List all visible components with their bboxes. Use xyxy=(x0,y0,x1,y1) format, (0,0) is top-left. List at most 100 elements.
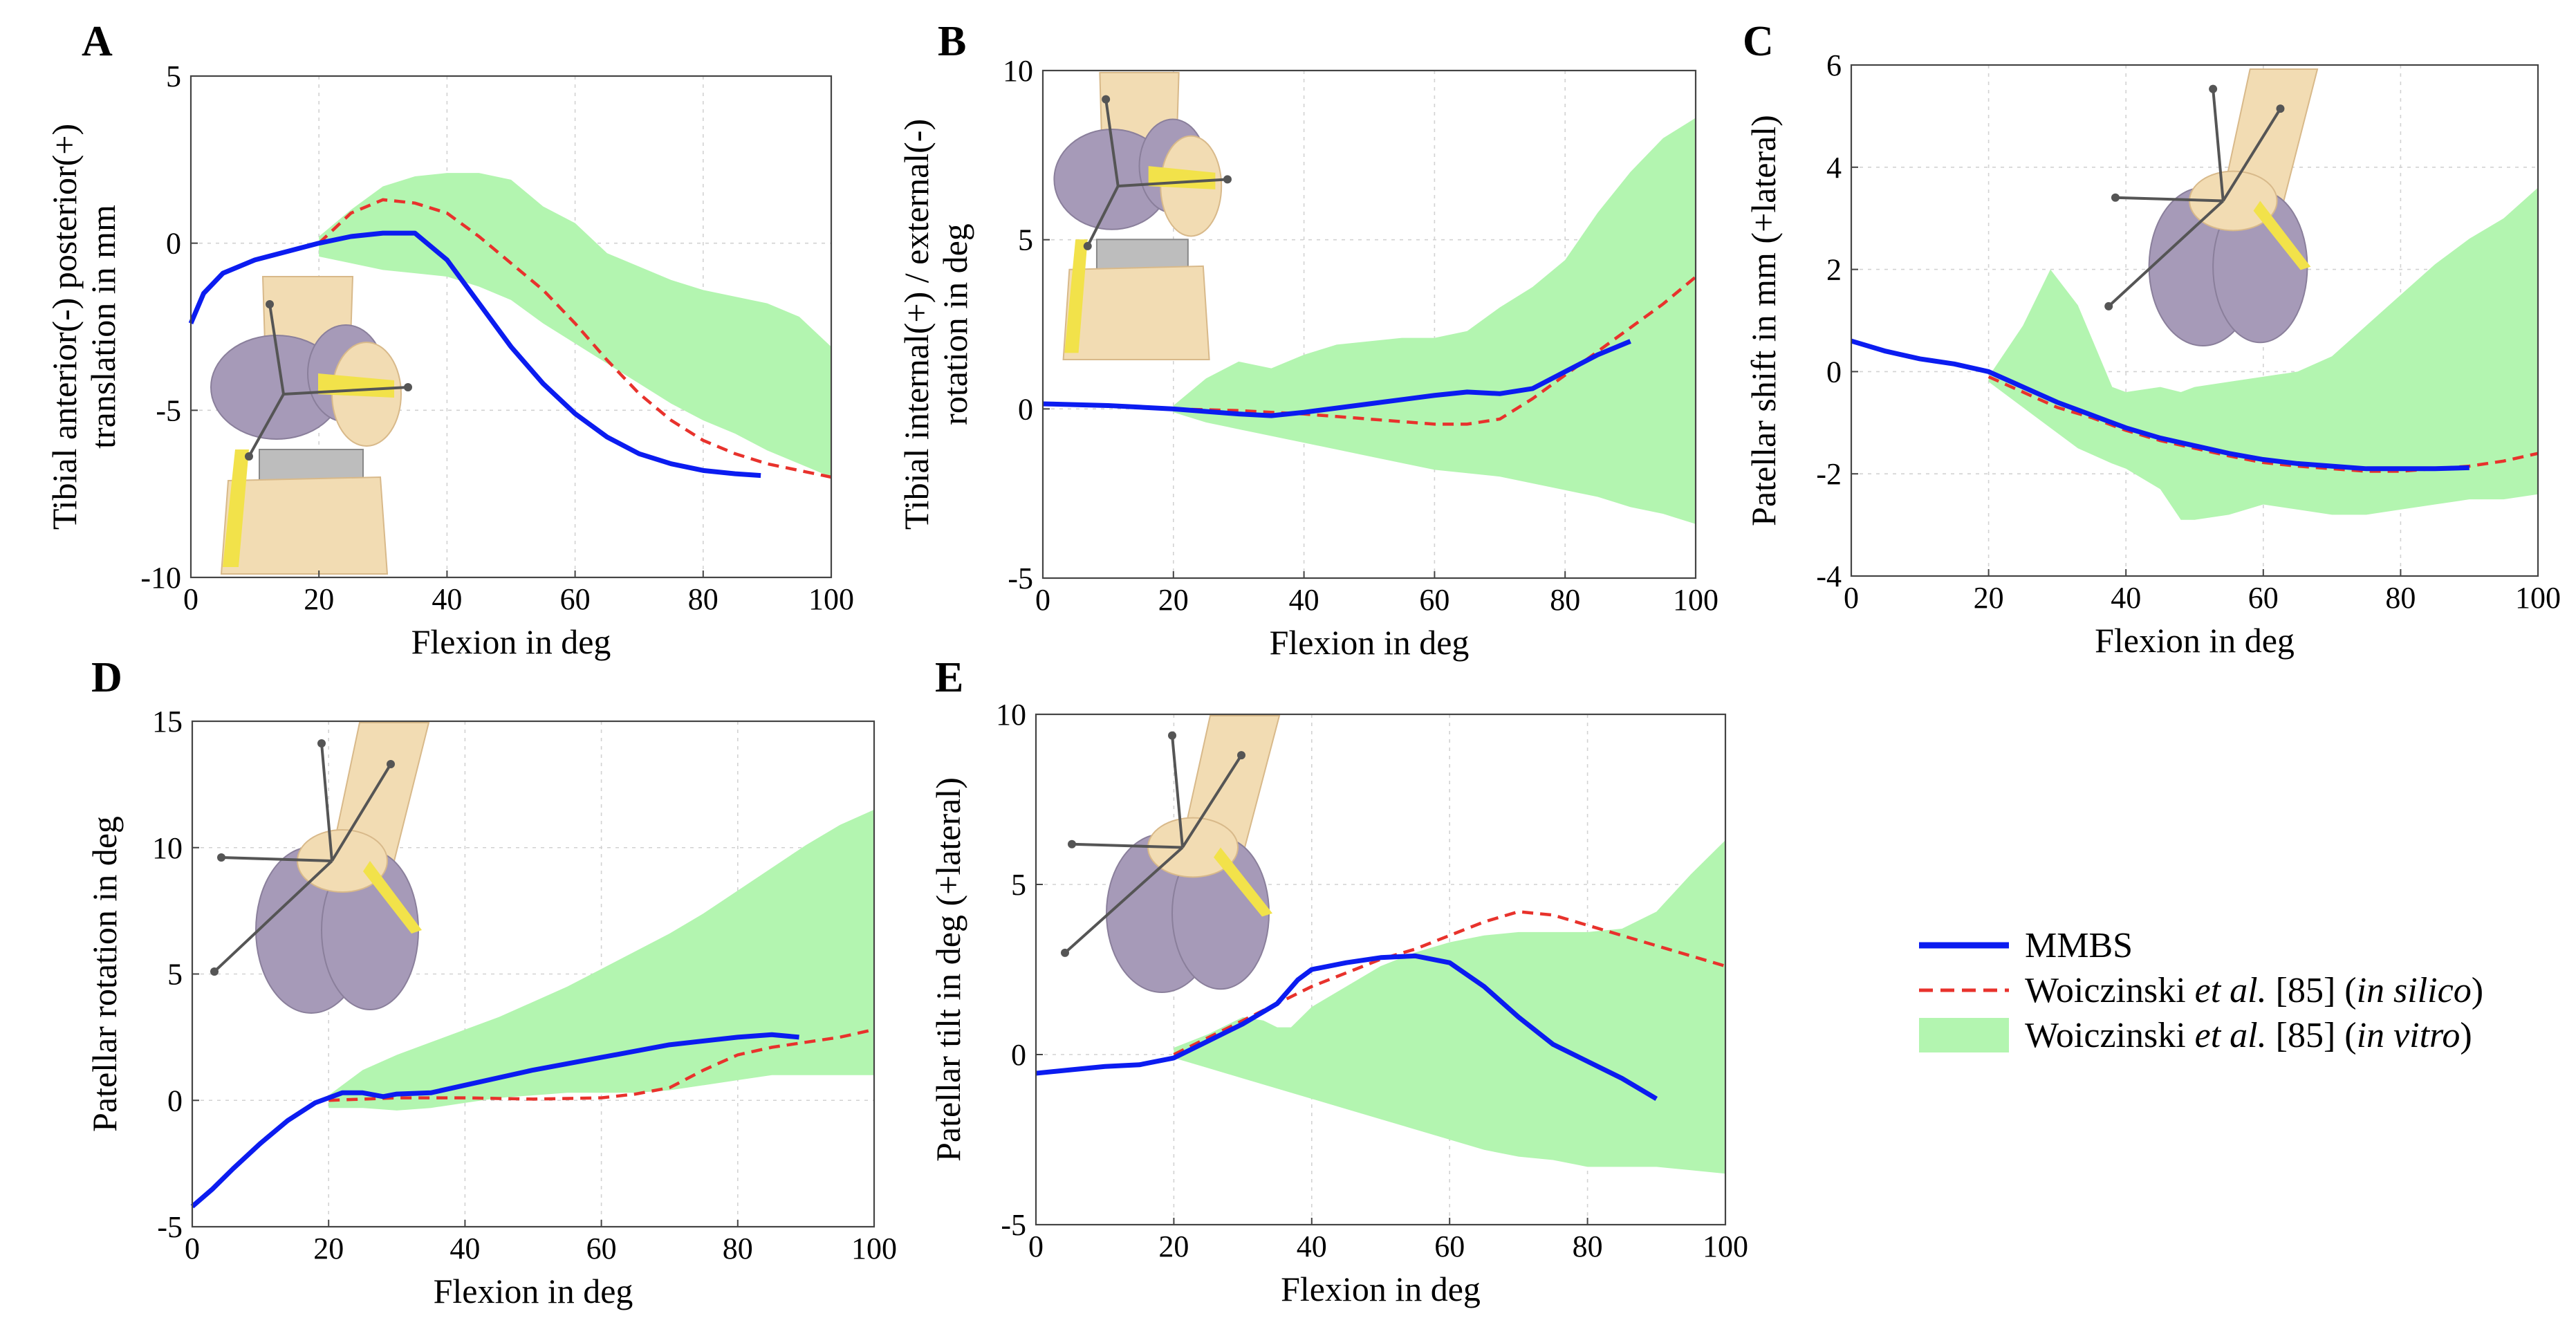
coordinate-axis-arrowhead xyxy=(266,300,274,308)
x-tick-label: 100 xyxy=(808,582,854,616)
tibia-shape xyxy=(1062,265,1210,360)
coordinate-axis-arrowhead xyxy=(404,383,412,391)
in-vitro-band xyxy=(1174,840,1725,1174)
panel-letter: D xyxy=(91,654,122,701)
coordinate-axis-arrowhead xyxy=(210,967,219,976)
in-silico-line xyxy=(328,1028,875,1102)
y-axis-label: translation in mm xyxy=(84,205,122,449)
panel-a: 0 20 40 60 80 100 -10 -5 0 5 Flexion in deg Tibial … xyxy=(45,18,854,661)
legend-label-in-vitro: Woiczinski et al. [85] (in vitro) xyxy=(2025,1016,2472,1055)
coordinate-axis-arrowhead xyxy=(2276,104,2285,113)
y-tick-label: 15 xyxy=(152,705,183,739)
tibia-shape xyxy=(220,476,389,575)
x-tick-label: 40 xyxy=(432,582,462,616)
y-axis-label: Tibial internal(+) / external(-) xyxy=(897,119,936,530)
x-tick-label: 0 xyxy=(1035,583,1050,617)
coordinate-axis-arrow xyxy=(331,763,392,862)
coordinate-axis-arrow xyxy=(268,304,285,395)
ligament-shape xyxy=(1064,239,1088,353)
x-tick-label: 60 xyxy=(1419,583,1449,617)
x-tick-label: 0 xyxy=(1028,1230,1044,1263)
y-axis-label: Patellar tilt in deg (+lateral) xyxy=(929,777,967,1162)
coordinate-axis-arrow xyxy=(2107,200,2225,308)
x-tick-label: 60 xyxy=(586,1232,617,1265)
in-vitro-band xyxy=(1988,187,2538,520)
coordinate-axis-arrow xyxy=(320,743,333,862)
coordinate-axis-arrowhead xyxy=(1068,839,1076,848)
x-axis-label: Flexion in deg xyxy=(1281,1270,1481,1308)
y-tick-label: -5 xyxy=(157,1210,183,1244)
panel-letter: A xyxy=(82,18,113,65)
y-tick-label: 0 xyxy=(1826,355,1842,389)
y-tick-label: 10 xyxy=(152,831,183,865)
legend-vitro-italic: in vitro xyxy=(2357,1016,2461,1055)
x-tick-label: 0 xyxy=(185,1232,200,1265)
coordinate-axis-arrow xyxy=(1071,842,1183,849)
x-axis-label: Flexion in deg xyxy=(411,622,611,661)
panel-letter: C xyxy=(1743,18,1774,65)
x-tick-label: 40 xyxy=(1297,1230,1327,1263)
coordinate-axis-arrowhead xyxy=(1223,175,1232,184)
ligament-shape xyxy=(1214,847,1272,917)
mmbs-line xyxy=(1035,953,1658,1101)
legend-label-in-silico: Woiczinski et al. [85] (in silico) xyxy=(2025,971,2483,1010)
ligament-shape xyxy=(363,861,422,934)
y-tick-label: 2 xyxy=(1826,253,1842,287)
x-tick-label: 20 xyxy=(1974,581,2004,615)
x-axis-label: Flexion in deg xyxy=(434,1272,633,1310)
y-tick-label: 0 xyxy=(166,227,181,261)
coordinate-axis-arrow xyxy=(2212,89,2225,201)
y-tick-label: 5 xyxy=(167,958,183,992)
x-tick-label: 100 xyxy=(1673,583,1718,617)
x-tick-label: 80 xyxy=(1550,583,1580,617)
legend-vitro-ref: [85] ( xyxy=(2267,1016,2357,1055)
x-tick-label: 40 xyxy=(1289,583,1319,617)
x-tick-label: 100 xyxy=(1703,1230,1748,1263)
ligament-shape xyxy=(223,449,249,567)
y-tick-label: 0 xyxy=(167,1084,183,1117)
plot-frame xyxy=(1041,69,1697,579)
coordinate-axis-arrowhead xyxy=(217,853,225,862)
ligament-shape xyxy=(2253,201,2311,270)
in-silico-line xyxy=(1173,910,1726,1057)
insert-spacer-shape xyxy=(1095,239,1189,270)
coordinate-axis-arrow xyxy=(283,386,409,396)
panel-letter: E xyxy=(935,654,963,701)
x-tick-label: 80 xyxy=(1573,1230,1603,1263)
y-axis-label: Patellar rotation in deg xyxy=(85,816,124,1132)
coordinate-axis-arrow xyxy=(221,856,333,862)
plot-frame xyxy=(1850,64,2539,577)
x-tick-label: 20 xyxy=(1158,583,1189,617)
legend-silico-etal: et al. xyxy=(2195,971,2267,1010)
coordinate-axis-arrowhead xyxy=(2209,84,2218,93)
coordinate-axis-arrowhead xyxy=(1061,948,1069,957)
panel-letter: B xyxy=(938,18,966,65)
legend-swatch-in-vitro xyxy=(1919,1018,2009,1052)
x-tick-label: 20 xyxy=(313,1232,344,1265)
plot-frame xyxy=(189,75,833,579)
y-tick-label: 5 xyxy=(1018,223,1033,257)
y-tick-label: 0 xyxy=(1018,392,1033,426)
legend-silico-ref: [85] ( xyxy=(2267,971,2357,1010)
x-axis-label: Flexion in deg xyxy=(2095,621,2295,660)
coordinate-axis-arrow xyxy=(1171,735,1184,848)
coordinate-axis-arrow xyxy=(213,860,333,973)
x-tick-label: 20 xyxy=(304,582,334,616)
coordinate-axis-arrow xyxy=(1064,846,1184,954)
coordinate-axis-arrowhead xyxy=(245,452,253,461)
y-axis-label: rotation in deg xyxy=(936,223,974,425)
x-tick-label: 100 xyxy=(2515,581,2561,615)
in-vitro-band xyxy=(1173,118,1696,524)
y-tick-label: 10 xyxy=(996,698,1026,732)
y-tick-label: -5 xyxy=(1008,562,1033,595)
y-tick-label: 5 xyxy=(1011,868,1026,902)
coordinate-axis-arrow xyxy=(248,393,285,457)
coordinate-axis-arrowhead xyxy=(317,739,326,748)
legend-vitro-prefix: Woiczinski xyxy=(2025,1016,2195,1055)
coordinate-axis-arrowhead xyxy=(2104,301,2113,310)
mmbs-line xyxy=(188,230,761,479)
coordinate-axis-arrow xyxy=(1118,178,1228,188)
